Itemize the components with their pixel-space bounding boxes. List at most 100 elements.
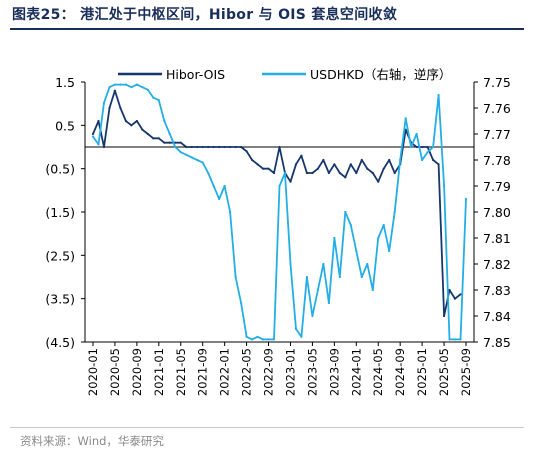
usdhkd-point bbox=[355, 249, 358, 253]
usdhkd-point bbox=[108, 86, 111, 89]
usdhkd-point bbox=[240, 301, 243, 305]
x-tick-label: 2022-05 bbox=[240, 348, 254, 396]
usdhkd-point bbox=[261, 338, 265, 341]
x-tick-label: 2020-09 bbox=[130, 348, 144, 396]
x-tick-label: 2024-05 bbox=[371, 348, 385, 396]
usdhkd-point bbox=[366, 262, 369, 266]
usdhkd-point bbox=[135, 83, 138, 86]
usdhkd-point bbox=[377, 236, 380, 240]
hibor-ois-point bbox=[272, 171, 276, 175]
usdhkd-point bbox=[349, 223, 352, 227]
usdhkd-point bbox=[278, 184, 281, 188]
hibor-ois-point bbox=[294, 163, 298, 166]
hibor-ois-point bbox=[453, 297, 457, 300]
usdhkd-point bbox=[113, 83, 117, 86]
usdhkd-point bbox=[410, 145, 413, 149]
usdhkd-point bbox=[382, 223, 385, 227]
hibor-ois-point bbox=[97, 119, 100, 123]
hibor-ois-point bbox=[185, 145, 188, 149]
hibor-ois-point bbox=[190, 145, 193, 149]
usdhkd-point bbox=[141, 86, 144, 89]
usdhkd-point bbox=[256, 335, 259, 338]
x-tick-label: 2023-01 bbox=[283, 348, 297, 396]
usdhkd-point bbox=[344, 210, 347, 214]
title-divider bbox=[10, 28, 524, 30]
usdhkd-point bbox=[146, 88, 149, 91]
hibor-ois-point bbox=[327, 171, 330, 175]
hibor-ois-point bbox=[174, 141, 177, 144]
hibor-ois-point bbox=[229, 145, 232, 149]
x-tick-label: 2020-05 bbox=[108, 348, 122, 396]
hibor-ois-point bbox=[113, 89, 117, 92]
usdhkd-point bbox=[327, 301, 330, 305]
usdhkd-point bbox=[338, 275, 341, 279]
usdhkd-point bbox=[267, 338, 270, 341]
x-tick-label: 2024-01 bbox=[349, 348, 363, 396]
usdhkd-point bbox=[437, 93, 440, 97]
left-tick-label: (3.5) bbox=[45, 292, 75, 307]
right-tick-label: 7.79 bbox=[483, 179, 511, 194]
hibor-ois-point bbox=[141, 128, 144, 131]
usdhkd-point bbox=[421, 158, 424, 162]
hibor-ois-point bbox=[146, 132, 149, 136]
hibor-ois-point bbox=[415, 145, 418, 149]
right-tick-label: 7.83 bbox=[483, 283, 511, 298]
x-tick-label: 2025-01 bbox=[415, 348, 429, 396]
usdhkd-line bbox=[92, 83, 467, 341]
left-tick-label: (4.5) bbox=[45, 335, 75, 350]
hibor-ois-point bbox=[218, 145, 221, 149]
usdhkd-point bbox=[431, 145, 435, 149]
hibor-ois-point bbox=[196, 145, 199, 149]
usdhkd-point bbox=[119, 83, 122, 86]
usdhkd-point bbox=[272, 338, 276, 341]
usdhkd-point bbox=[102, 101, 106, 104]
usdhkd-point bbox=[371, 288, 374, 292]
hibor-ois-point bbox=[119, 106, 122, 110]
hibor-ois-point bbox=[360, 158, 363, 162]
hibor-ois-point bbox=[278, 145, 281, 149]
hibor-ois-point bbox=[426, 145, 429, 149]
usdhkd-point bbox=[97, 143, 100, 146]
right-tick-label: 7.82 bbox=[483, 257, 511, 272]
usdhkd-point bbox=[459, 338, 462, 341]
usdhkd-point bbox=[442, 184, 446, 188]
usdhkd-point bbox=[464, 197, 468, 201]
hibor-ois-point bbox=[377, 180, 380, 183]
hibor-ois-point bbox=[382, 167, 385, 170]
usdhkd-point bbox=[212, 184, 215, 188]
hibor-ois-point bbox=[135, 119, 138, 123]
hibor-ois-point bbox=[108, 106, 111, 110]
x-tick-label: 2021-01 bbox=[152, 348, 166, 396]
left-tick-label: 0.5 bbox=[55, 118, 75, 133]
hibor-ois-point bbox=[223, 145, 226, 149]
hibor-ois-point bbox=[437, 163, 440, 166]
hibor-ois-point bbox=[366, 167, 369, 170]
usdhkd-point bbox=[300, 335, 303, 338]
hibor-ois-point bbox=[179, 141, 182, 144]
hibor-ois-point bbox=[168, 141, 171, 144]
usdhkd-point bbox=[229, 210, 232, 214]
hibor-ois-point bbox=[234, 145, 237, 149]
usdhkd-point bbox=[196, 158, 199, 162]
usdhkd-point bbox=[207, 171, 210, 175]
hibor-ois-point bbox=[207, 145, 210, 149]
usdhkd-point bbox=[218, 197, 221, 201]
x-tick-label: 2025-09 bbox=[459, 348, 473, 396]
usdhkd-point bbox=[157, 99, 160, 102]
hibor-ois-point bbox=[91, 132, 95, 136]
right-tick-label: 7.77 bbox=[483, 127, 511, 142]
hibor-ois-point bbox=[124, 119, 128, 123]
usdhkd-point bbox=[399, 158, 402, 162]
usdhkd-point bbox=[404, 117, 407, 120]
hibor-ois-point bbox=[256, 163, 259, 166]
usdhkd-point bbox=[130, 86, 133, 89]
hibor-ois-point bbox=[371, 171, 374, 175]
hibor-ois-point bbox=[240, 145, 243, 149]
usdhkd-point bbox=[250, 338, 254, 341]
left-tick-label: (2.5) bbox=[45, 248, 75, 263]
usdhkd-point bbox=[174, 145, 177, 149]
x-tick-label: 2020-01 bbox=[86, 348, 100, 396]
hibor-ois-point bbox=[459, 293, 462, 296]
hibor-ois-point bbox=[311, 171, 314, 175]
x-tick-label: 2021-09 bbox=[196, 348, 210, 396]
